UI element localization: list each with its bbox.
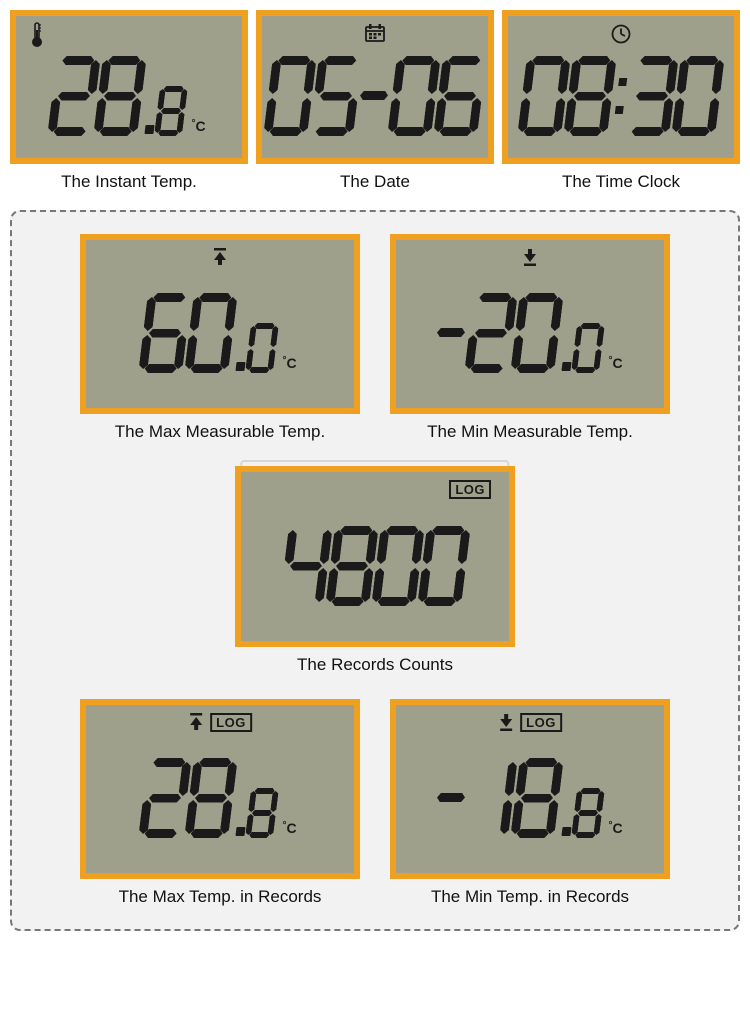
lcd-value-time <box>522 56 720 136</box>
thermometer-icon <box>30 22 44 53</box>
lcd-time <box>502 10 740 164</box>
panel-records-count: LOG The Records Counts <box>235 466 515 675</box>
panel-max-record: LOG °C The Max Temp. in Records <box>80 699 360 908</box>
lcd-value-max-record: °C <box>143 758 296 838</box>
max-record-icons: LOG <box>188 713 252 732</box>
panel-max-measurable: °C The Max Measurable Temp. <box>80 234 360 443</box>
lcd-min-record: LOG °C <box>390 699 670 880</box>
arrow-down-bar-icon <box>522 248 538 266</box>
caption-min-record: The Min Temp. in Records <box>431 887 629 907</box>
panel-time: The Time Clock <box>502 10 740 192</box>
panel-min-record: LOG °C The Min Temp. in Records <box>390 699 670 908</box>
caption-instant: The Instant Temp. <box>61 172 197 192</box>
lcd-records-count: LOG <box>235 466 515 647</box>
clock-icon <box>611 24 631 44</box>
lcd-instant: °C <box>10 10 248 164</box>
lcd-value-min-record: °C <box>437 758 622 838</box>
arrow-up-bar-icon <box>188 713 204 731</box>
lcd-min-measurable: °C <box>390 234 670 415</box>
lcd-value-records-count <box>284 526 466 606</box>
panel-min-measurable: °C The Min Measurable Temp. <box>390 234 670 443</box>
min-record-icons: LOG <box>498 713 562 732</box>
row-records-count: LOG The Records Counts <box>42 466 708 675</box>
dashed-group: Haswill Electronics °C The Max Measurabl… <box>10 210 740 932</box>
caption-min-measurable: The Min Measurable Temp. <box>427 422 633 442</box>
panel-instant: °C The Instant Temp. <box>10 10 248 192</box>
lcd-max-measurable: °C <box>80 234 360 415</box>
row-measurable: °C The Max Measurable Temp. °C The Min M… <box>42 234 708 443</box>
top-row: °C The Instant Temp. The Date The Time C… <box>10 10 740 192</box>
arrow-down-bar-icon <box>498 713 514 731</box>
log-badge: LOG <box>210 713 252 732</box>
panel-date: The Date <box>256 10 494 192</box>
caption-records-count: The Records Counts <box>297 655 453 675</box>
lcd-value-date <box>268 56 482 136</box>
caption-date: The Date <box>340 172 410 192</box>
lcd-max-record: LOG °C <box>80 699 360 880</box>
lcd-value-instant: °C <box>52 56 205 136</box>
log-badge: LOG <box>520 713 562 732</box>
caption-max-measurable: The Max Measurable Temp. <box>115 422 325 442</box>
caption-time: The Time Clock <box>562 172 680 192</box>
log-badge: LOG <box>449 480 491 499</box>
lcd-date <box>256 10 494 164</box>
row-records-temps: LOG °C The Max Temp. in Records LOG °C T… <box>42 699 708 908</box>
calendar-icon <box>365 24 385 42</box>
caption-max-record: The Max Temp. in Records <box>119 887 322 907</box>
lcd-value-max-measurable: °C <box>143 293 296 373</box>
lcd-value-min-measurable: °C <box>437 293 622 373</box>
log-badge-wrap: LOG <box>449 480 491 499</box>
arrow-up-bar-icon <box>212 248 228 266</box>
